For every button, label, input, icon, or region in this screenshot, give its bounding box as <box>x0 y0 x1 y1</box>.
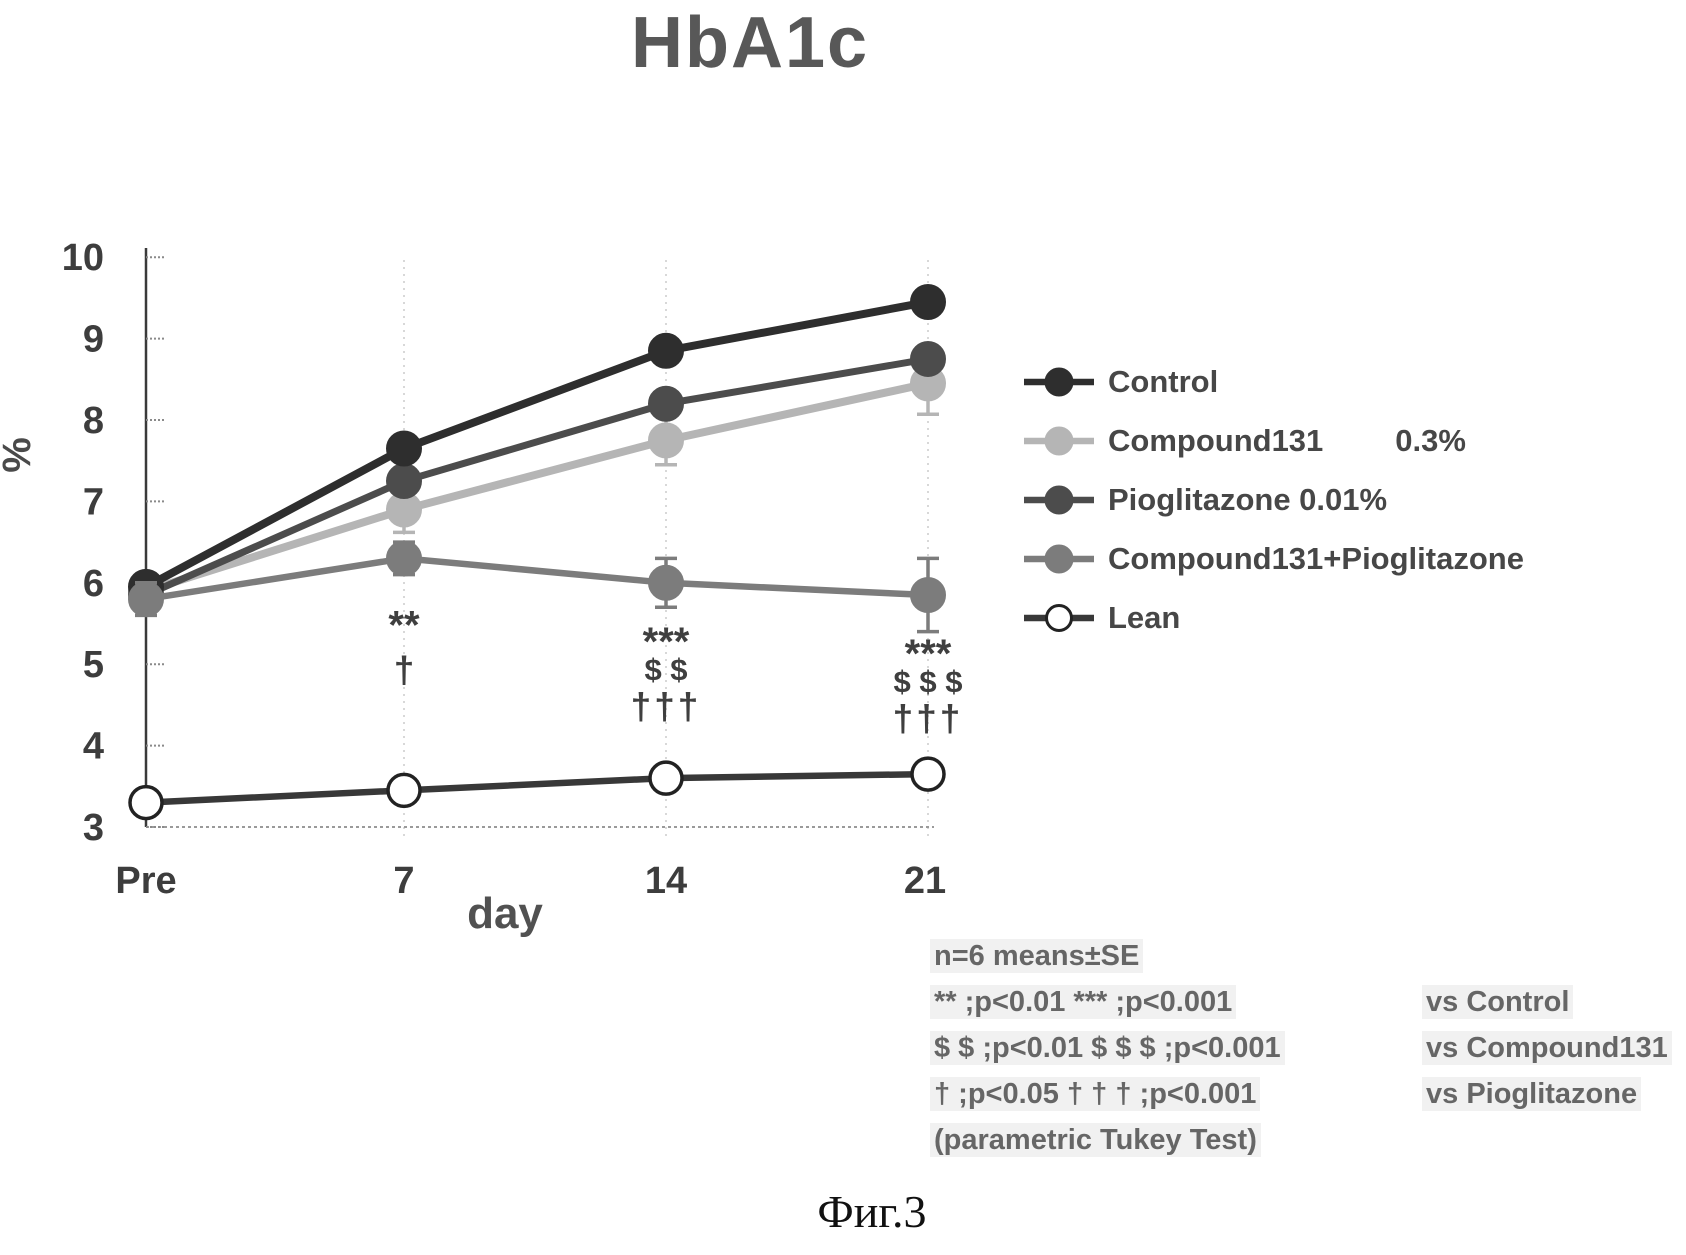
point-compound131-0-3-14 <box>648 422 684 459</box>
sig-mark: ** <box>388 603 420 647</box>
stats-notes: n=6 means±SE ** ;p<0.01 *** ;p<0.001 vs C… <box>930 933 1686 1163</box>
line-compound131-0-3 <box>144 379 929 595</box>
legend-item-compound131-pioglitazone: Compound131+Pioglitazone <box>1022 529 1524 588</box>
sig-mark: ††† <box>631 686 702 727</box>
sig-mark: *** <box>643 620 690 664</box>
legend-label: Pioglitazone 0.01% <box>1108 481 1388 517</box>
point-lean-7 <box>386 772 422 809</box>
sig-mark: ††† <box>893 698 964 739</box>
point-control-7 <box>386 430 422 467</box>
note-stat: $ $ ;p<0.01 $ $ $ ;p<0.001 <box>930 1025 1422 1071</box>
line-compound131-pioglitazone <box>145 555 929 603</box>
x-tick-label-14: 14 <box>645 860 687 902</box>
point-pioglitazone-0-01-21 <box>910 340 946 377</box>
figure-caption: Фиг.3 <box>817 1186 927 1237</box>
note-comparison: vs Control <box>1422 979 1574 1025</box>
legend-item-lean: Lean <box>1022 588 1524 647</box>
y-tick-label-10: 10 <box>62 237 104 279</box>
line-pioglitazone-0-01 <box>144 355 929 599</box>
point-compound131-pioglitazone-21 <box>910 577 946 614</box>
y-tick-label-7: 7 <box>83 481 104 523</box>
y-tick-label-8: 8 <box>83 400 104 442</box>
legend-marker-filled-circle-icon <box>1024 426 1094 455</box>
point-compound131-pioglitazone-7 <box>386 540 422 577</box>
chart-title: HbA1c <box>630 3 870 83</box>
sig-mark: $ $ $ <box>894 664 963 699</box>
x-tick-label-21: 21 <box>904 860 946 902</box>
legend-item-compound131: Compound131 0.3% <box>1022 411 1524 470</box>
significance-day-7: **† <box>388 603 420 690</box>
note-stat: ** ;p<0.01 *** ;p<0.001 <box>930 979 1422 1025</box>
legend-marker-filled-circle-icon <box>1024 367 1094 396</box>
x-axis-title: day <box>467 889 543 938</box>
point-control-21 <box>910 283 946 320</box>
notes-sample-size: n=6 means±SE <box>930 933 1686 979</box>
notes-footer: (parametric Tukey Test) <box>930 1117 1686 1163</box>
significance-day-14: ***$ $††† <box>631 620 702 727</box>
series-compound131-pioglitazone <box>128 540 946 634</box>
y-tick-label-3: 3 <box>83 807 104 849</box>
legend-label-suffix: 0.3% <box>1395 422 1466 458</box>
y-tick-label-6: 6 <box>83 563 104 605</box>
point-compound131-pioglitazone-Pre <box>128 581 164 618</box>
legend-marker-filled-circle-icon <box>1024 544 1094 573</box>
legend-item-control: Control <box>1022 352 1524 411</box>
legend: Control Compound131 0.3% Pioglitazone 0.01%… <box>1022 352 1524 647</box>
note-row-1: $ $ ;p<0.01 $ $ $ ;p<0.001 vs Compound131 <box>930 1025 1686 1071</box>
legend-label: Lean <box>1108 599 1181 635</box>
legend-label: Compound131 <box>1108 422 1324 458</box>
notes-rows: ** ;p<0.01 *** ;p<0.001 vs Control $ $ ;p<… <box>930 979 1686 1117</box>
legend-label: Control <box>1108 363 1219 399</box>
x-tick-label-7: 7 <box>393 860 414 902</box>
point-pioglitazone-0-01-7 <box>386 463 422 500</box>
y-axis-title: % <box>0 437 39 473</box>
line-lean <box>145 770 929 806</box>
x-tick-label-Pre: Pre <box>115 860 176 902</box>
point-lean-14 <box>648 760 684 796</box>
legend-marker-open-circle-icon <box>1024 603 1094 632</box>
series-lean <box>128 756 946 821</box>
sig-mark: *** <box>905 632 952 676</box>
legend-marker-filled-circle-icon <box>1024 485 1094 514</box>
point-compound131-pioglitazone-14 <box>648 564 684 601</box>
y-tick-label-5: 5 <box>83 644 104 686</box>
note-row-2: † ;p<0.05 † † † ;p<0.001 vs Pioglitazone <box>930 1071 1686 1117</box>
point-pioglitazone-0-01-14 <box>648 385 684 422</box>
legend-label: Compound131+Pioglitazone <box>1108 540 1524 576</box>
note-stat: † ;p<0.05 † † † ;p<0.001 <box>930 1071 1422 1117</box>
point-control-14 <box>648 332 684 369</box>
significance-day-21: ***$ $ $††† <box>893 632 964 739</box>
sig-mark: † <box>394 649 415 690</box>
point-lean-Pre <box>128 784 164 821</box>
note-comparison: vs Pioglitazone <box>1422 1071 1642 1117</box>
sig-mark: $ $ <box>644 652 687 687</box>
legend-item-pioglitazone-0-01: Pioglitazone 0.01% <box>1022 470 1524 529</box>
line-control <box>144 298 929 591</box>
y-tick-label-4: 4 <box>83 726 104 768</box>
point-lean-21 <box>910 756 946 792</box>
note-comparison: vs Compound131 <box>1422 1025 1672 1071</box>
note-row-0: ** ;p<0.01 *** ;p<0.001 vs Control <box>930 979 1686 1025</box>
y-tick-label-9: 9 <box>83 319 104 361</box>
